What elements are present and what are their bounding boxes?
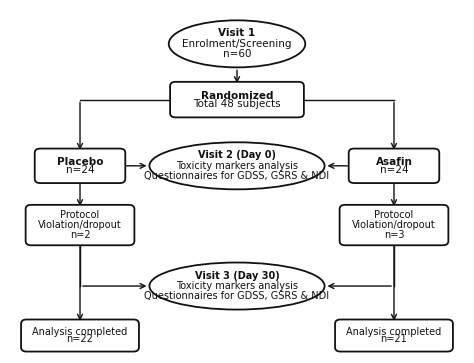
- Text: Enrolment/Screening: Enrolment/Screening: [182, 39, 292, 49]
- Ellipse shape: [149, 142, 325, 189]
- Text: n=22: n=22: [66, 334, 93, 344]
- Text: n=2: n=2: [70, 230, 91, 240]
- Text: Questionnaires for GDSS, GSRS & NDI: Questionnaires for GDSS, GSRS & NDI: [145, 291, 329, 302]
- FancyBboxPatch shape: [339, 205, 448, 245]
- Text: Violation/dropout: Violation/dropout: [38, 220, 122, 230]
- Text: Analysis completed: Analysis completed: [346, 327, 442, 337]
- Text: Toxicity markers analysis: Toxicity markers analysis: [176, 281, 298, 291]
- FancyBboxPatch shape: [170, 82, 304, 117]
- Text: Questionnaires for GDSS, GSRS & NDI: Questionnaires for GDSS, GSRS & NDI: [145, 171, 329, 181]
- Text: Total 48 subjects: Total 48 subjects: [193, 99, 281, 109]
- FancyBboxPatch shape: [35, 148, 125, 183]
- Text: Visit 3 (Day 30): Visit 3 (Day 30): [195, 270, 279, 281]
- FancyBboxPatch shape: [21, 319, 139, 351]
- Text: n=3: n=3: [384, 230, 404, 240]
- Text: Violation/dropout: Violation/dropout: [352, 220, 436, 230]
- Text: Toxicity markers analysis: Toxicity markers analysis: [176, 161, 298, 171]
- Ellipse shape: [149, 262, 325, 310]
- Text: n=24: n=24: [66, 165, 94, 175]
- Text: n=24: n=24: [380, 165, 408, 175]
- Text: Protocol: Protocol: [60, 211, 100, 220]
- FancyBboxPatch shape: [335, 319, 453, 351]
- Text: Analysis completed: Analysis completed: [32, 327, 128, 337]
- Text: Visit 2 (Day 0): Visit 2 (Day 0): [198, 150, 276, 160]
- Text: Randomized: Randomized: [201, 90, 273, 101]
- Ellipse shape: [169, 20, 305, 68]
- Text: Placebo: Placebo: [57, 157, 103, 167]
- Text: Visit 1: Visit 1: [219, 28, 255, 38]
- Text: Protocol: Protocol: [374, 211, 414, 220]
- FancyBboxPatch shape: [26, 205, 135, 245]
- Text: Asafin: Asafin: [375, 157, 412, 167]
- FancyBboxPatch shape: [349, 148, 439, 183]
- Text: n=21: n=21: [381, 334, 407, 344]
- Text: n=60: n=60: [223, 49, 251, 59]
